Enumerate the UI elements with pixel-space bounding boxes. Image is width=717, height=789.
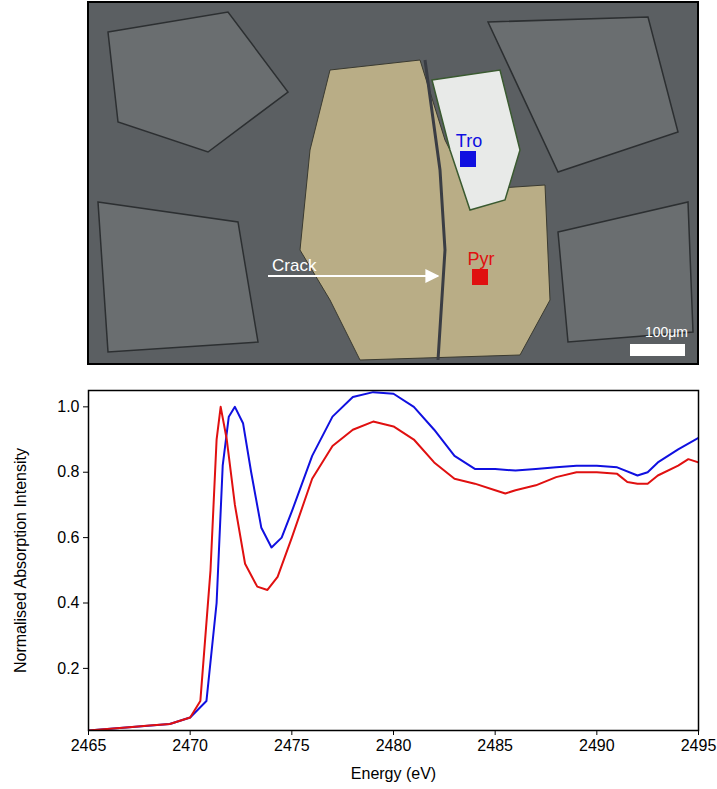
svg-text:2480: 2480 <box>376 737 412 754</box>
svg-text:Pyr: Pyr <box>468 249 495 269</box>
svg-text:100μm: 100μm <box>645 324 688 340</box>
svg-text:0.2: 0.2 <box>57 660 79 677</box>
svg-text:0.6: 0.6 <box>57 529 79 546</box>
svg-text:Tro: Tro <box>456 131 482 151</box>
svg-text:0.8: 0.8 <box>57 463 79 480</box>
svg-text:Energy (eV): Energy (eV) <box>351 765 436 782</box>
svg-text:2490: 2490 <box>579 737 615 754</box>
svg-text:1.0: 1.0 <box>57 398 79 415</box>
svg-text:2475: 2475 <box>274 737 310 754</box>
svg-text:Crack: Crack <box>272 256 317 275</box>
svg-text:0.4: 0.4 <box>57 594 79 611</box>
svg-text:2495: 2495 <box>681 737 717 754</box>
svg-text:Normalised Absorption Intensit: Normalised Absorption Intensity <box>12 448 29 673</box>
svg-text:2485: 2485 <box>477 737 513 754</box>
svg-text:2470: 2470 <box>172 737 208 754</box>
svg-text:2465: 2465 <box>71 737 107 754</box>
